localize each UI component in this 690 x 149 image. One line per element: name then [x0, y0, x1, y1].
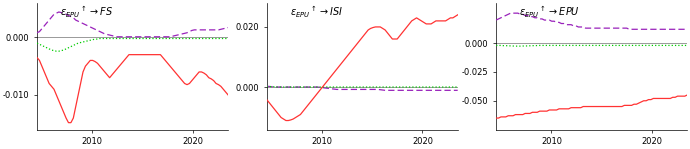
Text: $\varepsilon$$_{EPU}$$^{\uparrow}$$\rightarrow ISI$: $\varepsilon$$_{EPU}$$^{\uparrow}$$\righ…	[290, 5, 343, 20]
Text: $\varepsilon$$_{EPU}$$^{\uparrow}$$\rightarrow EPU$: $\varepsilon$$_{EPU}$$^{\uparrow}$$\righ…	[519, 5, 580, 20]
Text: $\varepsilon$$_{EPU}$$^{\uparrow}$$\rightarrow FS$: $\varepsilon$$_{EPU}$$^{\uparrow}$$\righ…	[60, 5, 113, 20]
